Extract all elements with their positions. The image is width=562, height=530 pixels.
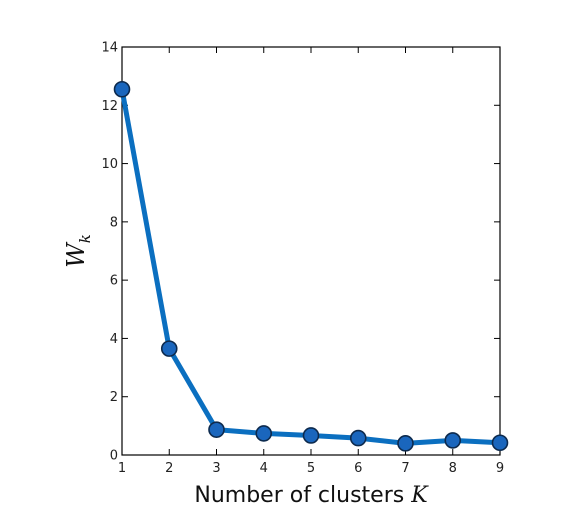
data-point xyxy=(491,434,509,452)
y-axis-label: Wk xyxy=(62,234,94,268)
data-point xyxy=(160,340,178,357)
plot-area xyxy=(121,46,501,456)
y-tick-label: 2 xyxy=(110,390,118,405)
plot-frame xyxy=(121,46,501,456)
x-axis-label: Number of clusters K xyxy=(194,483,429,508)
data-point xyxy=(113,80,131,98)
data-point xyxy=(349,429,367,447)
y-axis-label-sub: k xyxy=(76,234,94,243)
x-tick-label: 7 xyxy=(401,461,409,476)
x-tick-label: 1 xyxy=(118,461,126,476)
x-tick-label: 8 xyxy=(449,461,457,476)
x-tick-label: 6 xyxy=(354,461,362,476)
x-axis-label-var: K xyxy=(410,483,429,508)
data-point xyxy=(397,435,414,452)
y-tick-label: 4 xyxy=(110,332,118,347)
y-tick-label: 6 xyxy=(110,274,118,289)
x-axis-label-prefix: Number of clusters xyxy=(194,483,411,508)
y-tick-label: 12 xyxy=(101,99,118,114)
y-tick-label: 10 xyxy=(101,157,118,172)
y-tick-label: 0 xyxy=(110,449,118,464)
x-tick-label: 4 xyxy=(260,461,268,476)
y-axis-label-main: W xyxy=(62,241,90,268)
x-tick-label: 3 xyxy=(212,461,220,476)
axis-labels: Number of clusters K Wk xyxy=(62,234,429,508)
data-point xyxy=(444,432,462,449)
x-tick-label: 9 xyxy=(496,461,504,476)
data-point xyxy=(208,421,225,438)
data-point xyxy=(255,425,273,442)
data-point xyxy=(302,427,320,444)
x-tick-label: 5 xyxy=(307,461,315,476)
y-tick-label: 14 xyxy=(101,41,118,56)
y-tick-label: 8 xyxy=(110,215,118,230)
series-layer xyxy=(113,80,509,452)
x-tick-label: 2 xyxy=(165,461,173,476)
